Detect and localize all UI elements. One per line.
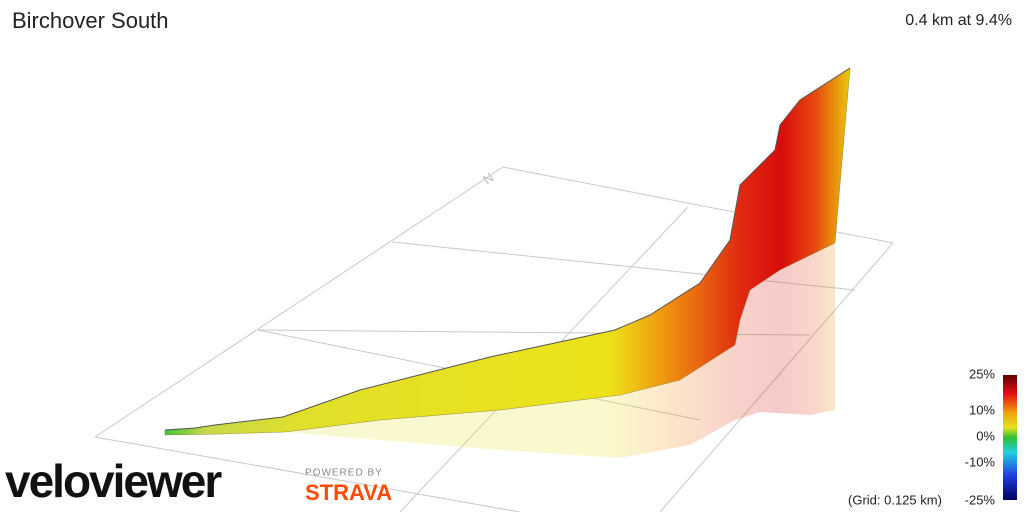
profile-edge: [164, 67, 851, 431]
legend-label: -10%: [965, 454, 996, 469]
legend-label: -25%: [965, 492, 996, 507]
ground-grid: [94, 166, 894, 513]
logo: veloviewer: [5, 455, 222, 507]
gradient-colorbar: [1003, 375, 1017, 500]
segment-summary: 0.4 km at 9.4%: [905, 12, 1012, 29]
strava-logo: STRAVA: [305, 480, 392, 505]
legend-label: 0%: [976, 428, 995, 443]
profile-reflection: [165, 243, 835, 458]
compass-label: N: [480, 170, 496, 188]
segment-title: Birchover South: [12, 8, 169, 33]
legend-label: 25%: [969, 366, 995, 381]
powered-by: POWERED BY: [305, 468, 383, 479]
grid-note: (Grid: 0.125 km): [848, 492, 942, 507]
legend-label: 10%: [969, 402, 995, 417]
